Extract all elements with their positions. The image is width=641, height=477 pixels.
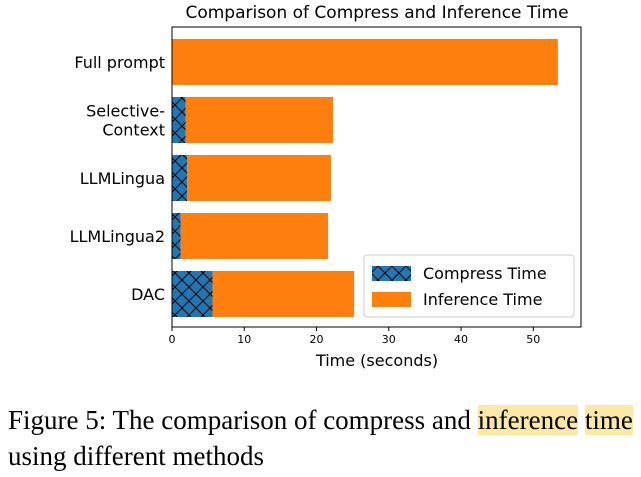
legend-box — [363, 254, 575, 318]
legend-label-compress-time: Compress Time — [423, 264, 547, 283]
chart: Comparison of Compress and Inference Tim… — [70, 3, 582, 370]
legend-swatch-inference-time — [372, 292, 411, 307]
legend-swatch-hatch — [372, 266, 411, 281]
bars-layer — [172, 39, 558, 317]
plot-frame — [171, 26, 582, 328]
x-tick-label: 0 — [169, 333, 176, 346]
caption-highlight-time: time — [584, 405, 633, 435]
bar-inference-time-dac — [212, 271, 355, 317]
y-tick-label: Full prompt — [74, 53, 165, 72]
x-tick-label: 50 — [526, 333, 540, 346]
legend: Compress Time Inference Time — [363, 254, 575, 318]
x-tick-label: 30 — [382, 333, 396, 346]
x-axis: 0 10 20 30 40 50 — [169, 327, 540, 346]
bar-hatch-dac — [172, 271, 213, 317]
y-tick-label: Selective- — [86, 102, 165, 121]
bar-inference-time-selective-context — [185, 97, 334, 143]
bar-inference-time-full-prompt — [172, 39, 558, 85]
bar-inference-time-llmlingua — [187, 155, 331, 201]
caption-text-after: using different methods — [8, 441, 264, 471]
bar-hatch-llmlingua — [172, 155, 188, 201]
caption-highlight-inference: inference — [477, 405, 579, 435]
x-tick-label: 20 — [310, 333, 324, 346]
caption-text-before: Figure 5: The comparison of compress and — [8, 405, 478, 435]
y-tick-label: LLMLingua2 — [70, 227, 165, 246]
figure-caption: Figure 5: The comparison of compress and… — [8, 402, 638, 474]
x-axis-label: Time (seconds) — [315, 351, 438, 370]
y-tick-label: DAC — [131, 285, 165, 304]
y-tick-label: LLMLingua — [80, 169, 165, 188]
y-tick-label: Context — [102, 121, 165, 140]
chart-title: Comparison of Compress and Inference Tim… — [185, 3, 568, 23]
bar-inference-time-llmlingua2 — [180, 213, 329, 259]
caption-space — [578, 405, 585, 435]
x-tick-label: 40 — [454, 333, 468, 346]
legend-label-inference-time: Inference Time — [423, 290, 542, 309]
bar-hatch-llmlingua2 — [172, 213, 181, 259]
y-tick-labels: Full prompt Selective-Context LLMLingua LLM… — [70, 53, 165, 304]
x-tick-label: 10 — [237, 333, 251, 346]
bar-hatch-selective-context — [172, 97, 186, 143]
